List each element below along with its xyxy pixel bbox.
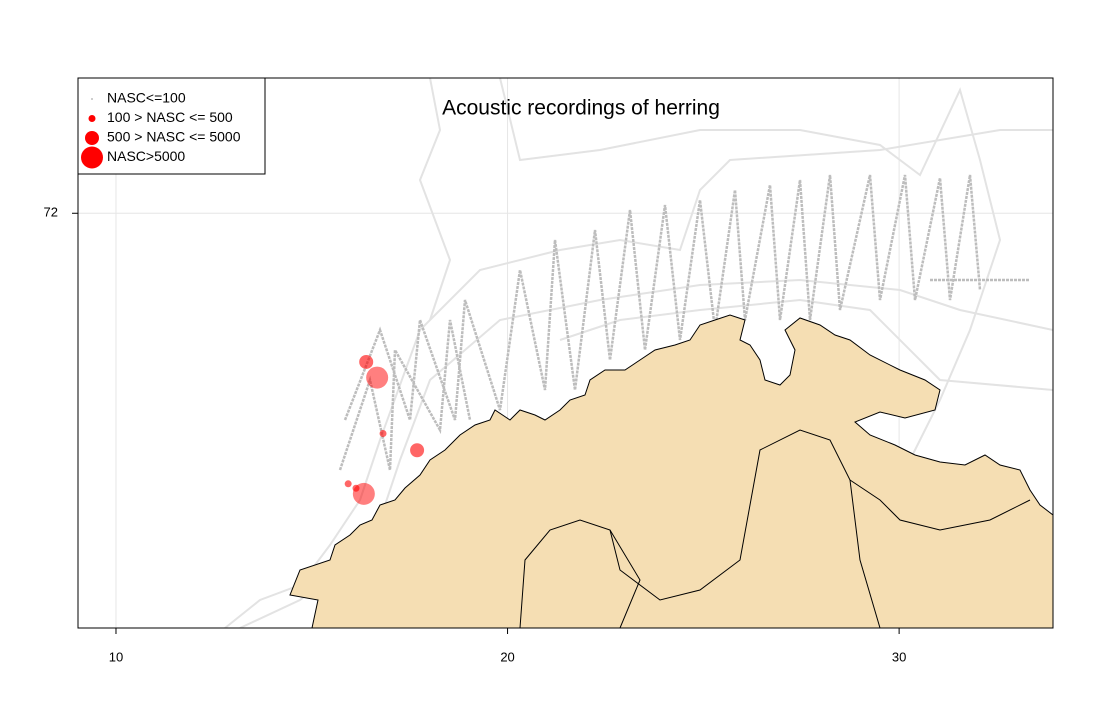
legend-label: 500 > NASC <= 5000 [107,129,241,145]
border [609,529,641,628]
x-tick-label: 20 [500,649,514,664]
legend-label: NASC<=100 [107,90,186,106]
land [289,314,1053,628]
contour [418,78,452,321]
legend: NASC<=100 100 > NASC <= 500 500 > NASC <= … [81,90,241,169]
points [344,354,425,505]
contour [499,78,1002,461]
herring-point [410,443,425,458]
herring-point [344,480,352,488]
legend-symbol [91,98,93,100]
contour [559,298,1053,391]
y-tick-label: 72 [44,205,58,220]
border [849,479,1031,531]
plot-frame [77,77,1054,629]
legend-box [77,77,266,175]
x-tick-label: 30 [892,649,906,664]
legend-symbol [85,131,99,145]
legend-symbol [81,146,103,169]
border [519,429,881,628]
herring-point [359,354,374,369]
map-layer [224,78,1053,628]
x-tick-label: 10 [109,649,123,664]
chart-title: Acoustic recordings of herring [442,97,720,120]
legend-label: 100 > NASC <= 500 [107,109,233,125]
herring-point [352,482,375,505]
herring-point [379,429,387,437]
transect [343,174,982,421]
legend-symbol [88,115,96,122]
legend-label: NASC>5000 [107,148,185,164]
herring-point [366,366,389,389]
borders [519,429,1031,628]
axes: 10 20 30 72 [44,205,907,665]
